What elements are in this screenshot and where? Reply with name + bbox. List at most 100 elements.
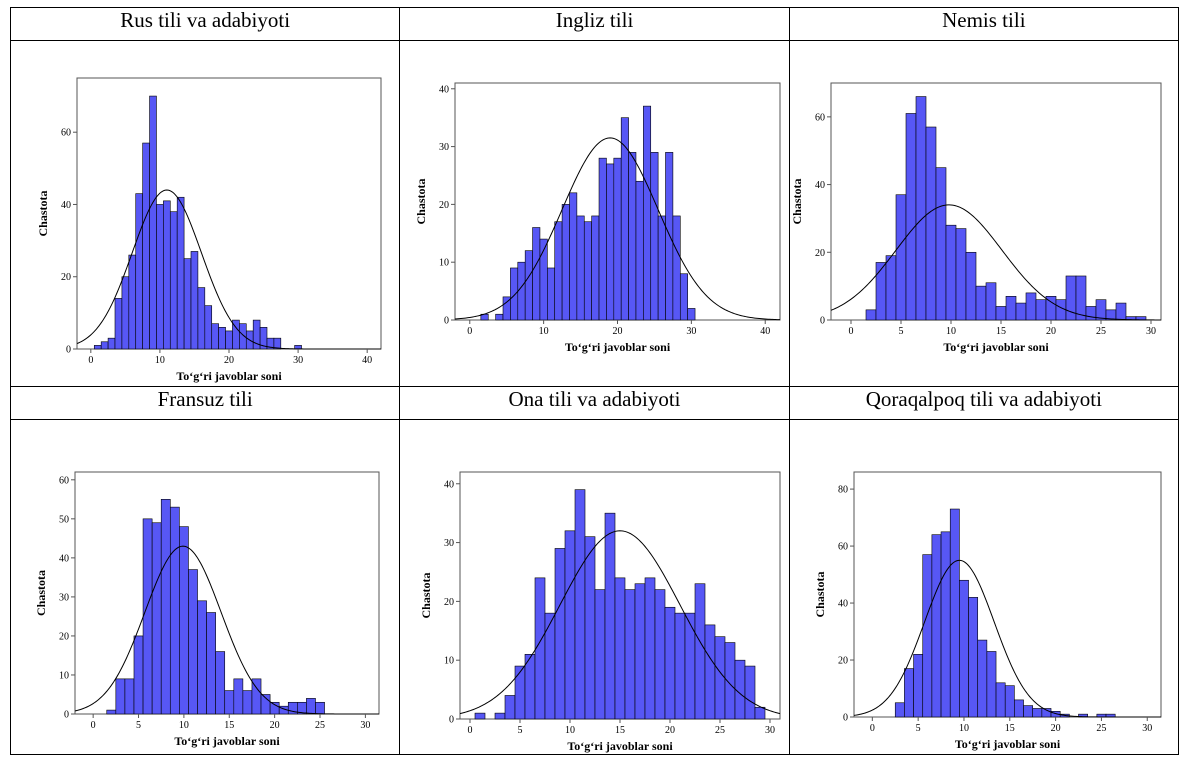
histogram-bar (655, 589, 666, 720)
x-tick-label: 20 (224, 355, 234, 366)
histogram-bar (555, 548, 566, 720)
histogram-bar (1025, 292, 1036, 321)
histogram-bar (621, 117, 630, 321)
histogram-bar (505, 695, 516, 720)
histogram-bar (650, 152, 659, 321)
histogram-bar (903, 668, 914, 718)
histogram-bar (510, 267, 519, 321)
histogram-bar (562, 204, 571, 321)
y-tick-label: 10 (439, 258, 449, 269)
histogram-bar (922, 554, 932, 718)
chart-cell: 0 10 20 30 40 0 20 40 60 To‘g‘ri javoblar soni Cha… (9, 40, 401, 387)
histogram-bar (625, 589, 636, 720)
histogram-bar (635, 583, 646, 720)
histogram-bar (613, 157, 622, 321)
histogram-bar (680, 273, 689, 321)
histogram-bar (965, 251, 976, 321)
histogram-bar (1035, 299, 1046, 321)
histogram-bar (576, 215, 585, 321)
x-tick-label: 15 (996, 326, 1006, 337)
x-tick-label: 30 (1142, 723, 1152, 734)
histogram-bar (1115, 302, 1126, 321)
y-tick-label: 0 (444, 316, 449, 327)
panel-title: Rus tili va adabiyoti (9, 7, 401, 41)
histogram-bar (197, 600, 207, 715)
histogram-rus-tili: 0 10 20 30 40 0 20 40 60 To‘g‘ri javoblar soni Cha… (36, 77, 382, 383)
x-tick-label: 20 (270, 720, 280, 731)
chart-row-1: 0 10 20 30 40 0 20 40 60 To‘g‘ri javoblar soni Cha… (9, 40, 1180, 387)
histogram-bar (315, 701, 325, 715)
histogram-bar (93, 345, 102, 350)
histogram-bar (595, 589, 606, 720)
histogram-bar (495, 313, 504, 321)
x-tick-label: 0 (468, 326, 473, 337)
histogram-bar (975, 285, 986, 321)
histogram-ingliz-tili: 0 10 20 30 40 0 10 20 30 40 To‘g‘ri javoblar soni C… (414, 82, 781, 354)
histogram-bar (995, 682, 1006, 718)
x-tick-label: 5 (136, 720, 141, 731)
histogram-bar (705, 624, 716, 720)
y-tick-label: 0 (64, 710, 69, 721)
y-tick-label: 30 (59, 592, 69, 603)
histogram-bar (183, 258, 192, 350)
histogram-bar (658, 215, 667, 321)
y-axis-label: Chastota (790, 178, 804, 224)
y-tick-label: 20 (439, 200, 449, 211)
x-tick-label: 30 (765, 725, 775, 736)
plot-frame (74, 471, 380, 715)
x-tick-label: 10 (959, 723, 969, 734)
y-tick-label: 60 (815, 112, 825, 123)
x-tick-label: 25 (1096, 326, 1106, 337)
histogram-bar (1055, 299, 1066, 321)
x-tick-label: 5 (915, 723, 920, 734)
normal-curve (76, 189, 381, 350)
x-tick-label: 10 (539, 326, 549, 337)
histogram-bar (306, 698, 316, 715)
histogram-bar (142, 142, 150, 350)
histogram-bar (995, 306, 1006, 321)
histogram-bar (121, 276, 130, 350)
chart-cell: 0 5 10 15 20 25 30 0 10 20 30 40 50 60 To‘g‘ri javobla… (9, 419, 401, 755)
histogram-bar (273, 337, 282, 350)
x-tick-label: 15 (224, 720, 234, 731)
histogram-bar (645, 577, 656, 720)
y-tick-label: 20 (59, 631, 69, 642)
histogram-bar (931, 534, 942, 718)
x-tick-label: 30 (1146, 326, 1156, 337)
y-tick-label: 0 (820, 316, 825, 327)
y-tick-label: 20 (838, 656, 848, 667)
histogram-bar (151, 522, 162, 715)
y-tick-label: 0 (66, 345, 71, 356)
histogram-bar (925, 126, 936, 321)
x-tick-label: 20 (1046, 326, 1056, 337)
histogram-bar (905, 113, 916, 321)
histogram-bar (865, 309, 876, 321)
chart-cell: 0 5 10 15 20 25 30 0 10 20 30 40 To‘g‘ri javoblar so… (399, 419, 790, 755)
histogram-bar (269, 701, 280, 715)
x-tick-label: 20 (613, 326, 623, 337)
histogram-bar (565, 530, 576, 720)
histogram-bar (585, 536, 596, 720)
histogram-bar (1032, 708, 1042, 718)
chart-cell: 0 5 10 15 20 25 30 0 20 40 60 To‘g‘ri javoblar soni… (788, 40, 1180, 387)
histogram-bar (685, 612, 696, 720)
histogram-bar (985, 282, 996, 321)
normal-curve (455, 137, 781, 321)
y-tick-label: 0 (843, 713, 848, 724)
histogram-bar (635, 180, 644, 321)
normal-curve (853, 559, 1161, 718)
y-tick-label: 20 (61, 272, 71, 283)
x-axis-label: To‘g‘ri javoblar soni (565, 340, 671, 354)
y-tick-label: 80 (838, 485, 848, 496)
x-tick-label: 10 (565, 725, 575, 736)
y-tick-label: 40 (815, 180, 825, 191)
histogram-bar (114, 298, 123, 350)
histogram-bar (977, 639, 987, 718)
panel-title: Ona tili va adabiyoti (399, 386, 790, 420)
histogram-bar (532, 227, 541, 321)
histogram-bar (100, 341, 109, 350)
histogram-bar (695, 583, 706, 720)
y-tick-label: 30 (444, 538, 454, 549)
histogram-bar (1005, 296, 1016, 321)
chart-cell: 0 10 20 30 40 0 10 20 30 40 To‘g‘ri javoblar soni C… (399, 40, 790, 387)
